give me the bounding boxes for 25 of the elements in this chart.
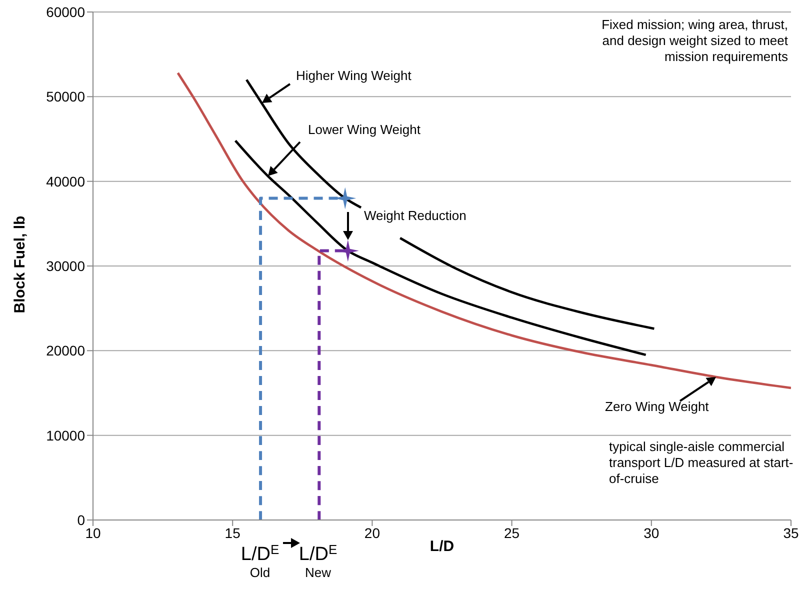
x-axis-title: L/D bbox=[428, 538, 456, 555]
y-tick-label: 60000 bbox=[46, 4, 86, 20]
text: L/D$^{E}$ Old bbox=[240, 541, 280, 580]
y-tick-label: 50000 bbox=[46, 88, 86, 105]
annotation: Higher Wing Weight bbox=[296, 68, 412, 84]
x-tick-label: 35 bbox=[783, 524, 799, 541]
y-tick-label: 30000 bbox=[46, 258, 86, 274]
annotation: typical single-aisle commercial transport L/D measured at start-of-cruise bbox=[609, 439, 794, 487]
x-tick-label: 25 bbox=[504, 524, 520, 541]
y-tick-label: 20000 bbox=[46, 342, 86, 359]
x-tick-label: 10 bbox=[85, 524, 101, 541]
text: L/D$^{E}$ New bbox=[298, 541, 338, 580]
y-tick-label: 10000 bbox=[46, 427, 86, 444]
line-series bbox=[176, 72, 791, 390]
x-tick-label: 20 bbox=[364, 524, 380, 541]
line-series bbox=[234, 139, 648, 356]
y-tick-label: 0 bbox=[77, 512, 86, 528]
x-tick-label: 15 bbox=[224, 524, 241, 541]
annotation: Lower Wing Weight bbox=[308, 122, 420, 138]
annotation: Weight Reduction bbox=[364, 208, 466, 224]
y-axis-title: Block Fuel, lb bbox=[12, 214, 28, 316]
x-tick-label: 30 bbox=[644, 524, 660, 541]
annotation: Zero Wing Weight bbox=[605, 399, 709, 415]
annotation: Fixed mission; wing area, thrust, and design weight sized to meet mission requirements bbox=[600, 17, 788, 65]
y-tick-label: 40000 bbox=[46, 173, 86, 190]
